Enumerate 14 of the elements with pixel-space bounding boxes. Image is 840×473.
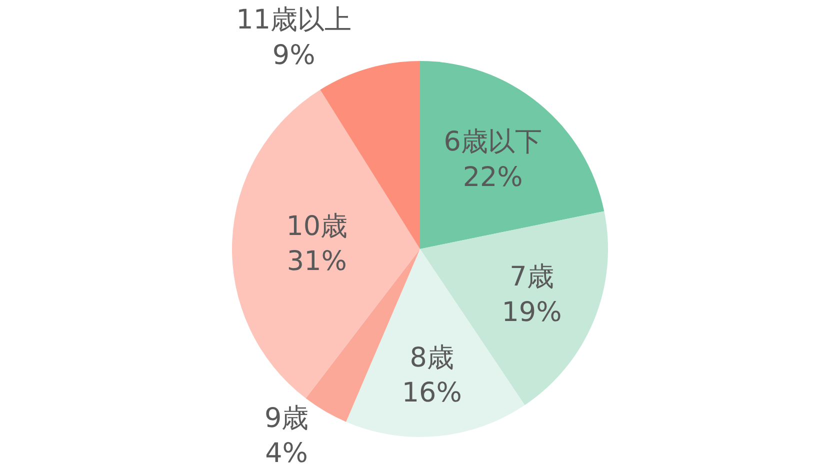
data-label: 4% <box>265 438 308 470</box>
slice-label: 9歳 <box>264 402 309 434</box>
slice-label: 10歳 <box>286 211 348 242</box>
data-label: 9% <box>272 40 316 71</box>
pie-slice <box>420 61 604 249</box>
slice-label: 11歳以上 <box>236 4 352 36</box>
slice-label: 7歳 <box>510 262 554 293</box>
data-label: 22% <box>462 162 523 193</box>
data-label: 19% <box>502 296 562 328</box>
slice-label: 8歳 <box>410 342 454 374</box>
slice-label: 6歳以下 <box>444 126 542 158</box>
data-label: 31% <box>286 246 347 278</box>
data-label: 16% <box>402 378 462 409</box>
pie-slice <box>320 61 420 249</box>
